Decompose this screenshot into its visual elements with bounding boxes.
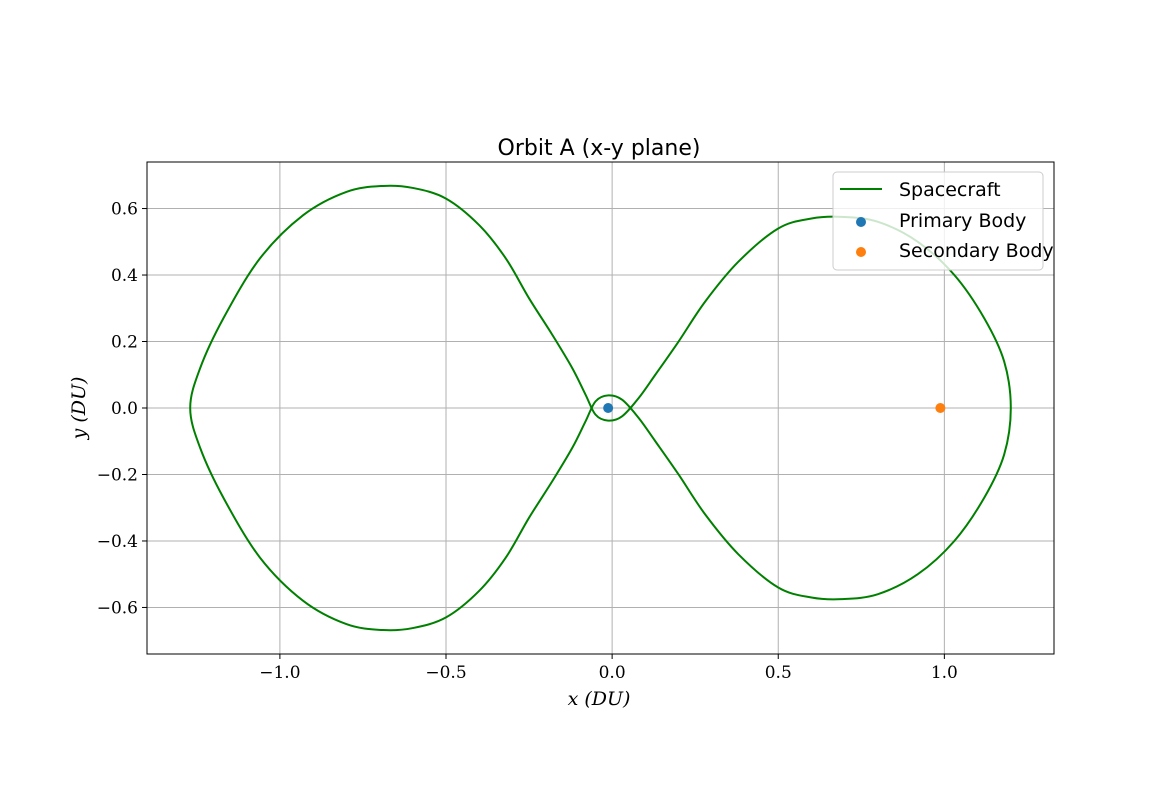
y-tick-label: −0.4: [97, 532, 138, 552]
x-tick-label: 0.5: [765, 663, 792, 683]
legend-label-spacecraft: Spacecraft: [899, 179, 1001, 201]
legend-marker-primary-body: [856, 217, 866, 227]
point-primary-body: [603, 403, 614, 413]
y-tick-label: 0.4: [111, 266, 138, 286]
legend: Spacecraft Primary Body Secondary Body: [832, 171, 1054, 271]
y-tick-label: 0.6: [111, 200, 138, 220]
series-line-spacecraft: [189, 184, 1012, 632]
y-tick-label: −0.2: [97, 465, 138, 485]
x-tick-label: −1.0: [259, 663, 300, 683]
legend-box: [832, 171, 1044, 271]
ticks: −1.0 −0.5 0.0 0.5 1.0 −0.6 −0.4 −0.2 0.0 0.2 0.4 0.…: [97, 200, 958, 683]
legend-label-secondary-body: Secondary Body: [899, 240, 1054, 262]
y-axis-label: y (DU): [68, 377, 90, 441]
x-tick-label: −0.5: [425, 663, 466, 683]
y-tick-label: 0.2: [111, 333, 138, 353]
legend-marker-secondary-body: [856, 247, 866, 257]
plot-area: [189, 184, 1012, 632]
y-tick-label: 0.0: [111, 399, 138, 419]
legend-label-primary-body: Primary Body: [899, 210, 1026, 232]
x-axis-label: x (DU): [568, 688, 631, 710]
point-secondary-body: [935, 403, 946, 413]
x-tick-label: 1.0: [931, 663, 958, 683]
chart-title: Orbit A (x-y plane): [498, 136, 701, 161]
y-tick-label: −0.6: [97, 598, 138, 618]
x-tick-label: 0.0: [599, 663, 626, 683]
